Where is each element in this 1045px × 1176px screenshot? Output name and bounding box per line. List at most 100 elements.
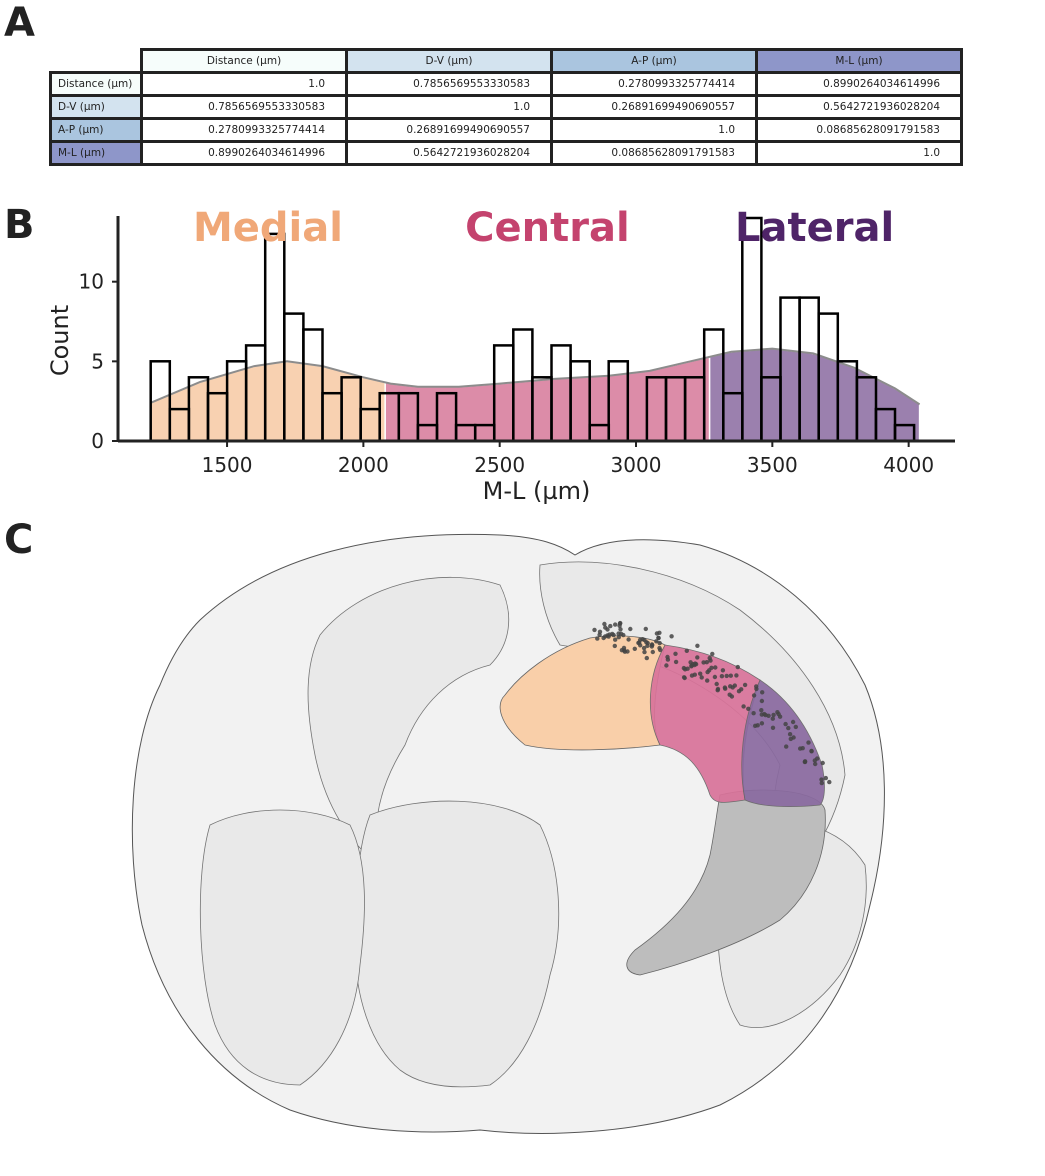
panel-label-b: B <box>4 202 35 248</box>
neuron-point <box>728 673 733 678</box>
neuron-point <box>699 675 704 680</box>
neuron-point <box>751 711 756 716</box>
region-label-medial: Medial <box>193 205 343 251</box>
neuron-point <box>657 640 662 646</box>
neuron-point <box>642 649 647 655</box>
table-cell: 0.26891699490690557 <box>345 117 553 143</box>
neuron-point <box>820 760 825 766</box>
neuron-point <box>786 725 791 731</box>
y-axis-label: Count <box>46 305 74 376</box>
x-tick-label: 1500 <box>202 453 253 477</box>
neuron-point <box>628 626 633 632</box>
correlation-table: Distance (µm) D-V (µm) A-P (µm) M-L (µm) Dis… <box>49 48 963 166</box>
neuron-point <box>673 651 678 656</box>
neuron-point <box>713 665 718 670</box>
neuron-point <box>664 663 669 668</box>
neuron-point <box>806 740 811 745</box>
neuron-point <box>760 690 765 695</box>
neuron-point <box>728 684 733 689</box>
neuron-point <box>673 659 679 665</box>
neuron-point <box>813 761 818 767</box>
neuron-point <box>606 634 611 639</box>
neuron-point <box>610 631 615 637</box>
neuron-point <box>695 655 700 660</box>
neuron-point <box>613 622 618 627</box>
neuron-point <box>802 759 808 764</box>
region-fill-central <box>384 355 711 442</box>
neuron-point <box>597 632 602 637</box>
neuron-point <box>715 686 721 692</box>
neuron-point <box>770 725 776 730</box>
x-tick-label: 2000 <box>338 453 389 477</box>
neuron-point <box>775 710 780 715</box>
neuron-point <box>657 645 662 651</box>
neuron-point <box>612 643 617 649</box>
neuron-point <box>602 621 607 627</box>
table-cell: 0.8990264034614996 <box>140 140 348 166</box>
table-corner <box>51 50 142 73</box>
table-cell: 0.08685628091791583 <box>550 140 758 166</box>
neuron-point <box>759 698 765 704</box>
table-cell: 0.7856569553330583 <box>140 94 348 120</box>
neuron-point <box>705 669 710 675</box>
y-tick-label: 5 <box>91 349 104 373</box>
x-tick-label: 3500 <box>747 453 798 477</box>
central-region <box>649 644 761 803</box>
y-tick-label: 10 <box>79 270 104 294</box>
table-cell: 1.0 <box>345 94 553 120</box>
column-header: M-L (µm) <box>755 48 963 74</box>
neuron-point <box>645 643 650 648</box>
neuron-point <box>819 780 824 786</box>
column-header: D-V (µm) <box>345 48 553 74</box>
neuron-point <box>618 620 623 626</box>
neuron-point <box>746 706 751 711</box>
neuron-point <box>827 779 832 785</box>
neuron-point <box>595 636 600 641</box>
neuron-point <box>684 648 689 653</box>
x-tick-label: 2500 <box>474 453 525 477</box>
gray-striatum-tail <box>626 789 826 976</box>
y-tick-label: 0 <box>91 429 104 453</box>
neuron-point <box>809 749 814 754</box>
neuron-point <box>643 626 648 632</box>
neuron-point <box>736 689 742 694</box>
neuron-point <box>608 623 613 629</box>
brain-inner-structures <box>199 561 867 1088</box>
neuron-point <box>698 671 703 676</box>
table-row: A-P (µm) 0.2780993325774414 0.268916994906… <box>49 117 963 143</box>
row-header: M-L (µm) <box>49 140 143 166</box>
column-header: A-P (µm) <box>550 48 758 74</box>
neuron-point <box>766 713 771 718</box>
neuron-point <box>754 684 759 689</box>
row-header: A-P (µm) <box>49 117 143 143</box>
neuron-point <box>669 634 674 639</box>
neuron-point <box>665 657 671 662</box>
table-cell: 0.5642721936028204 <box>755 94 963 120</box>
neuron-point <box>654 639 659 644</box>
table-row: D-V (µm) 0.7856569553330583 1.0 0.268916994… <box>49 94 963 120</box>
table-cell: 1.0 <box>755 140 963 166</box>
row-header: D-V (µm) <box>49 94 143 120</box>
row-header: Distance (µm) <box>49 71 143 97</box>
x-axis-label: M-L (µm) <box>483 477 591 505</box>
neuron-point <box>734 673 739 678</box>
neuron-point <box>787 732 793 737</box>
neuron-point <box>616 635 621 640</box>
neuron-point <box>632 646 637 651</box>
region-label-lateral: Lateral <box>735 205 894 251</box>
panel-label-a: A <box>4 0 35 46</box>
neuron-point <box>759 708 764 713</box>
table-cell: 0.2780993325774414 <box>140 117 348 143</box>
neuron-point <box>735 664 740 670</box>
neuron-point <box>710 651 715 657</box>
neuron-point <box>783 721 788 727</box>
neuron-point <box>689 663 694 668</box>
neuron-point <box>650 649 655 655</box>
neuron-point <box>800 746 805 751</box>
neuron-point <box>626 637 631 642</box>
x-tick-label: 3000 <box>611 453 662 477</box>
neuron-point <box>720 668 726 673</box>
table-cell: 1.0 <box>550 117 758 143</box>
neuron-point <box>656 635 661 641</box>
neuron-point <box>790 719 796 725</box>
